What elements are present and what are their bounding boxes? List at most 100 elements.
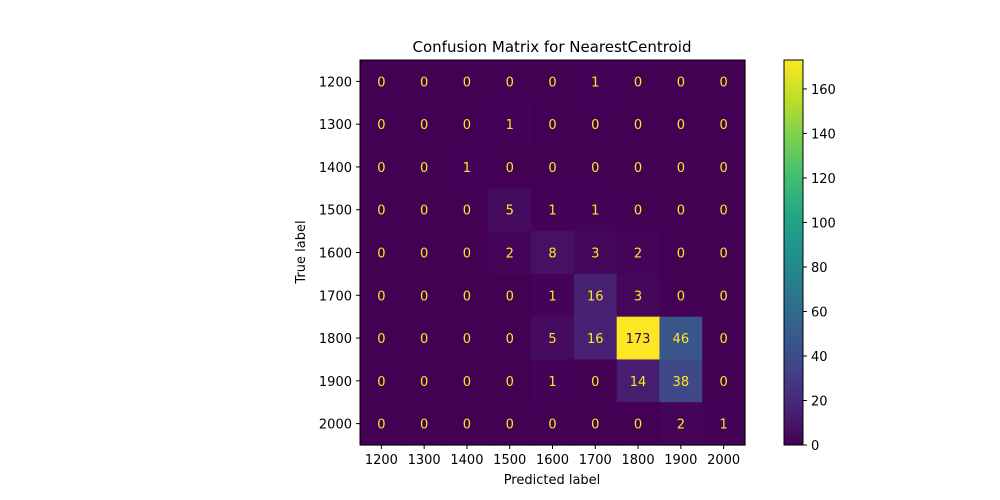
cell-value-label: 1 — [506, 118, 514, 133]
heatmap-cell-r1-c5 — [573, 102, 618, 147]
heatmap-cell-r1-c4 — [531, 102, 575, 147]
cell-value-label: 0 — [719, 289, 727, 304]
cell-value-label: 0 — [719, 161, 727, 176]
heatmap-cell-r0-c7 — [659, 60, 703, 104]
heatmap-cell-r6-c2 — [445, 316, 489, 361]
heatmap-cell-r6-c6 — [616, 316, 661, 361]
heatmap-cell-r5-c6 — [616, 273, 661, 318]
cell-value-label: 0 — [677, 204, 685, 219]
cell-value-label: 1 — [463, 161, 471, 176]
cell-value-label: 1 — [591, 204, 599, 219]
heatmap-cell-r3-c3 — [488, 188, 532, 232]
heatmap-cell-r6-c5 — [573, 316, 618, 361]
heatmap-cell-r8-c3 — [488, 402, 532, 446]
cell-value-label: 0 — [548, 161, 556, 176]
cell-value-label: 2 — [506, 247, 514, 262]
cell-value-label: 0 — [634, 204, 642, 219]
y-tick-label: 1900 — [319, 375, 352, 390]
cell-value-label: 0 — [463, 332, 471, 347]
colorbar — [783, 59, 804, 446]
cell-value-label: 0 — [420, 161, 428, 176]
cell-value-label: 0 — [548, 118, 556, 133]
cell-value-label: 46 — [673, 332, 690, 347]
cell-value-label: 0 — [677, 118, 685, 133]
heatmap-cell-r6-c3 — [488, 316, 532, 361]
heatmap-cell-r8-c7 — [659, 402, 703, 446]
heatmap-cell-r6-c0 — [360, 316, 404, 361]
y-tick-label: 1700 — [319, 289, 352, 304]
x-axis-ticks: 1200 1300 1400 1500 1600 1700 1800 1900 2000 — [365, 445, 740, 468]
heatmap-cell-r0-c0 — [360, 60, 404, 104]
y-tick-label: 2000 — [319, 418, 352, 433]
y-tick-label: 1200 — [319, 75, 352, 90]
colorbar-tick-label: 0 — [811, 439, 819, 454]
colorbar-tick-label: 140 — [811, 127, 836, 142]
heatmap-cell-r1-c7 — [659, 102, 703, 147]
heatmap-cell-r1-c8 — [702, 102, 746, 147]
y-tick-label: 1400 — [319, 161, 352, 176]
heatmap-cell-r2-c4 — [531, 145, 575, 189]
heatmap-cell-r7-c3 — [488, 359, 532, 403]
cell-value-label: 0 — [420, 289, 428, 304]
heatmap-cell-labels: 0 0 0 0 0 1 0 0 0 0 0 0 1 0 0 0 0 0 0 0 1 0 0 0 0 0 0 0 0 0 5 1 1 0 0 0 0 0 0 2… — [377, 75, 728, 432]
cell-value-label: 0 — [463, 418, 471, 433]
heatmap-cell-r8-c2 — [445, 402, 489, 446]
x-tick-label: 1500 — [493, 453, 526, 468]
x-tick-label: 2000 — [707, 453, 740, 468]
heatmap-cell-r4-c2 — [445, 231, 489, 275]
cell-value-label: 1 — [719, 418, 727, 433]
y-axis-ticks: 1200 1300 1400 1500 1600 1700 1800 1900 2000 — [319, 75, 360, 433]
y-tick-label: 1500 — [319, 204, 352, 219]
y-tick-label: 1300 — [319, 118, 352, 133]
x-tick-label: 1400 — [450, 453, 483, 468]
cell-value-label: 0 — [377, 332, 385, 347]
cell-value-label: 3 — [591, 247, 599, 262]
cell-value-label: 0 — [506, 375, 514, 390]
cell-value-label: 0 — [591, 161, 599, 176]
heatmap-cell-r4-c0 — [360, 231, 404, 275]
colorbar-tick-label: 60 — [811, 305, 828, 320]
heatmap-cell-r4-c3 — [488, 231, 532, 275]
heatmap-cell-r0-c4 — [531, 60, 575, 104]
cell-value-label: 0 — [506, 161, 514, 176]
cell-value-label: 5 — [548, 332, 556, 347]
cell-value-label: 0 — [420, 118, 428, 133]
cell-value-label: 0 — [506, 289, 514, 304]
heatmap-cell-r4-c6 — [616, 231, 661, 275]
cell-value-label: 0 — [591, 118, 599, 133]
x-tick-label: 1800 — [622, 453, 655, 468]
cell-value-label: 0 — [463, 75, 471, 90]
heatmap-cell-r7-c8 — [702, 359, 746, 403]
cell-value-label: 0 — [719, 247, 727, 262]
heatmap-cell-r8-c8 — [702, 402, 746, 446]
heatmap-cell-r3-c5 — [573, 188, 618, 232]
cell-value-label: 1 — [548, 204, 556, 219]
cell-value-label: 0 — [463, 204, 471, 219]
colorbar-tick-label: 80 — [811, 261, 828, 276]
y-tick-label: 1600 — [319, 247, 352, 262]
x-tick-label: 1900 — [664, 453, 697, 468]
cell-value-label: 38 — [673, 375, 690, 390]
heatmap-cell-r7-c1 — [402, 359, 447, 403]
heatmap-cell-r3-c8 — [702, 188, 746, 232]
heatmap-cell-r7-c2 — [445, 359, 489, 403]
heatmap-cell-r8-c5 — [573, 402, 618, 446]
heatmap-cell-r5-c8 — [702, 273, 746, 318]
colorbar-tick-label: 100 — [811, 216, 836, 231]
cell-value-label: 0 — [506, 332, 514, 347]
heatmap-cell-r8-c6 — [616, 402, 661, 446]
heatmap-cell-r0-c3 — [488, 60, 532, 104]
cell-value-label: 0 — [377, 289, 385, 304]
heatmap-cell-r5-c1 — [402, 273, 447, 318]
colorbar-tick-label: 20 — [811, 394, 828, 409]
cell-value-label: 16 — [587, 332, 604, 347]
heatmap-cell-r6-c8 — [702, 316, 746, 361]
heatmap-cell-r7-c0 — [360, 359, 404, 403]
x-axis-label: Predicted label — [504, 473, 601, 488]
cell-value-label: 2 — [634, 247, 642, 262]
heatmap-cell-r6-c1 — [402, 316, 447, 361]
heatmap-cell-r0-c1 — [402, 60, 447, 104]
cell-value-label: 0 — [719, 75, 727, 90]
cell-value-label: 0 — [463, 118, 471, 133]
